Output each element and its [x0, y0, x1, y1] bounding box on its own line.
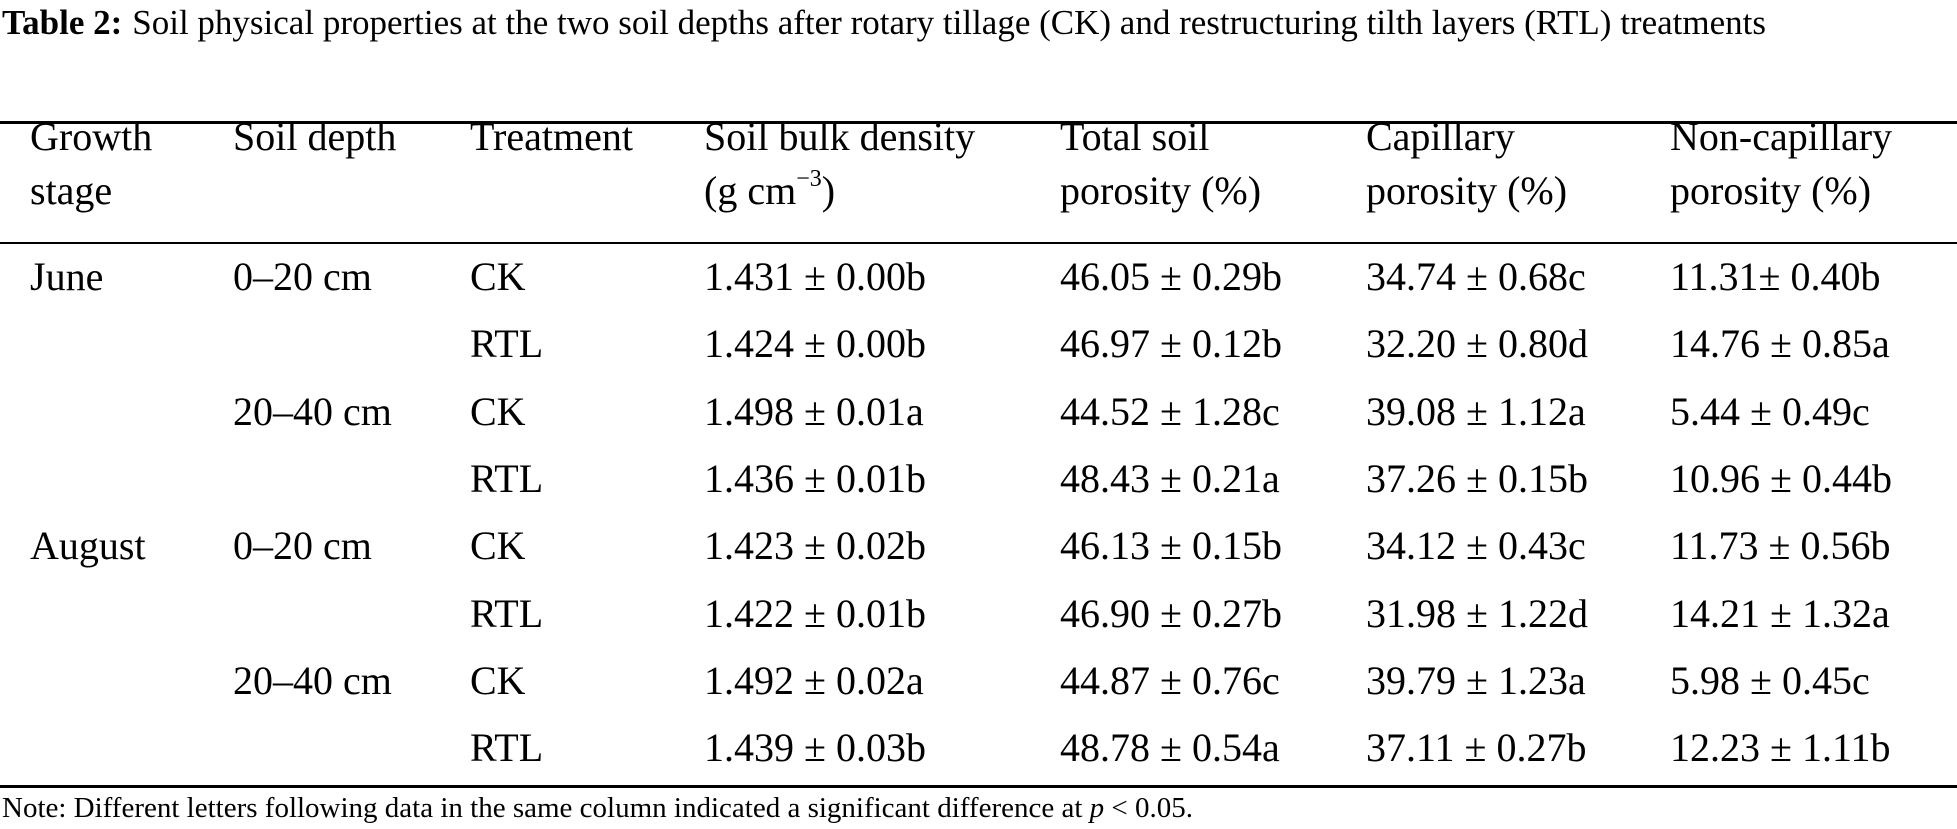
- cell-noncap: 12.23 ± 1.11b: [1670, 725, 1891, 770]
- header-rule: [0, 242, 1957, 244]
- cell-total: 46.13 ± 0.15b: [1060, 523, 1282, 568]
- cell-depth: 20–40 cm: [233, 389, 392, 434]
- cell-cap: 32.20 ± 0.80d: [1366, 321, 1588, 366]
- cell-bulk: 1.422 ± 0.01b: [704, 591, 926, 636]
- bottom-rule: [0, 785, 1957, 788]
- cell-total: 46.05 ± 0.29b: [1060, 254, 1282, 299]
- cell-total: 48.78 ± 0.54a: [1060, 725, 1280, 770]
- header-noncapillary-porosity: Non-capillary porosity (%): [1670, 114, 1893, 213]
- cell-cap: 37.11 ± 0.27b: [1366, 725, 1587, 770]
- cell-treatment: CK: [470, 254, 526, 299]
- cell-total: 44.87 ± 0.76c: [1060, 658, 1280, 703]
- header-treatment: Treatment: [470, 114, 633, 159]
- cell-treatment: RTL: [470, 591, 544, 636]
- top-rule: [0, 121, 1957, 124]
- table-label: Table 2:: [2, 3, 123, 42]
- cell-bulk: 1.498 ± 0.01a: [704, 389, 924, 434]
- cell-bulk: 1.439 ± 0.03b: [704, 725, 926, 770]
- cell-treatment: RTL: [470, 725, 544, 770]
- cell-bulk: 1.492 ± 0.02a: [704, 658, 924, 703]
- cell-depth: 20–40 cm: [233, 658, 392, 703]
- table-note: Note: Different letters following data i…: [2, 792, 1194, 824]
- cell-stage: June: [30, 254, 104, 299]
- header-bulk-density: Soil bulk density (g cm−3): [704, 114, 976, 213]
- cell-total: 44.52 ± 1.28c: [1060, 389, 1280, 434]
- table-title: Soil physical properties at the two soil…: [132, 3, 1766, 42]
- cell-depth: 0–20 cm: [233, 523, 372, 568]
- cell-noncap: 14.76 ± 0.85a: [1670, 321, 1890, 366]
- cell-cap: 31.98 ± 1.22d: [1366, 591, 1588, 636]
- cell-noncap: 11.31± 0.40b: [1670, 254, 1881, 299]
- table-caption: Table 2: Soil physical properties at the …: [2, 0, 1952, 46]
- cell-cap: 37.26 ± 0.15b: [1366, 456, 1588, 501]
- cell-noncap: 14.21 ± 1.32a: [1670, 591, 1890, 636]
- cell-noncap: 5.98 ± 0.45c: [1670, 658, 1870, 703]
- cell-depth: 0–20 cm: [233, 254, 372, 299]
- cell-total: 46.90 ± 0.27b: [1060, 591, 1282, 636]
- cell-treatment: RTL: [470, 321, 544, 366]
- cell-bulk: 1.436 ± 0.01b: [704, 456, 926, 501]
- header-growth-stage: Growth stage: [30, 114, 153, 213]
- cell-treatment: CK: [470, 389, 526, 434]
- cell-bulk: 1.431 ± 0.00b: [704, 254, 926, 299]
- cell-treatment: CK: [470, 523, 526, 568]
- header-capillary-porosity: Capillary porosity (%): [1366, 114, 1568, 213]
- header-total-porosity: Total soil porosity (%): [1060, 114, 1262, 213]
- cell-noncap: 10.96 ± 0.44b: [1670, 456, 1892, 501]
- cell-stage: August: [30, 523, 146, 568]
- cell-treatment: RTL: [470, 456, 544, 501]
- header-soil-depth: Soil depth: [233, 114, 397, 159]
- cell-cap: 34.12 ± 0.43c: [1366, 523, 1586, 568]
- cell-total: 48.43 ± 0.21a: [1060, 456, 1280, 501]
- cell-cap: 34.74 ± 0.68c: [1366, 254, 1586, 299]
- cell-bulk: 1.424 ± 0.00b: [704, 321, 926, 366]
- cell-treatment: CK: [470, 658, 526, 703]
- cell-total: 46.97 ± 0.12b: [1060, 321, 1282, 366]
- cell-noncap: 5.44 ± 0.49c: [1670, 389, 1870, 434]
- cell-cap: 39.79 ± 1.23a: [1366, 658, 1586, 703]
- cell-cap: 39.08 ± 1.12a: [1366, 389, 1586, 434]
- cell-noncap: 11.73 ± 0.56b: [1670, 523, 1891, 568]
- cell-bulk: 1.423 ± 0.02b: [704, 523, 926, 568]
